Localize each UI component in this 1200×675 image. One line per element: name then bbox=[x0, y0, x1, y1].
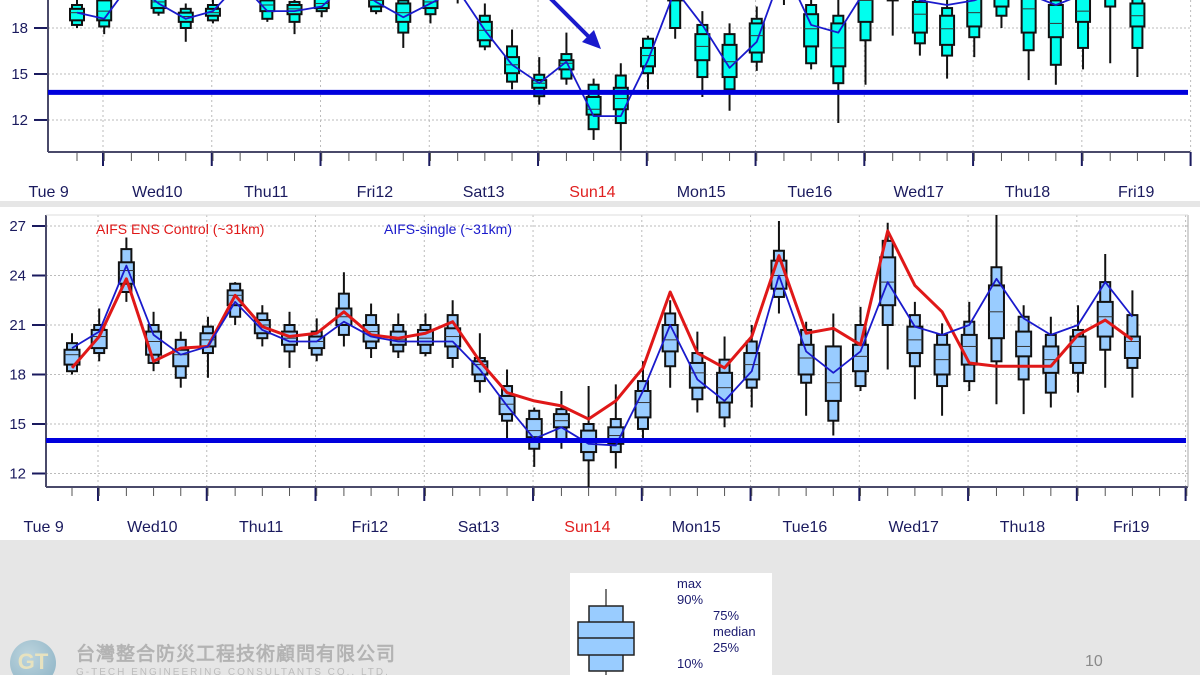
series-legend-label: AIFS-single (~31km) bbox=[384, 221, 512, 237]
company-name: 台灣整合防災工程技術顧問有限公司 bbox=[76, 643, 397, 665]
y-tick-label: 18 bbox=[9, 367, 26, 384]
annotation-arrow-shaft bbox=[549, 0, 592, 40]
day-label: Fri12 bbox=[357, 184, 394, 201]
y-tick-label: 21 bbox=[9, 317, 26, 334]
legend-label-p90: 90% bbox=[677, 592, 704, 607]
y-tick-label: 15 bbox=[11, 66, 28, 83]
plot-area bbox=[63, 215, 1141, 487]
day-label: Mon15 bbox=[672, 519, 721, 536]
annotation-arrow-head bbox=[582, 30, 601, 49]
box-p25-p75 bbox=[1129, 2, 1146, 28]
box-p25-p75 bbox=[797, 343, 815, 376]
box-p25-p75 bbox=[1015, 330, 1033, 358]
company-name-en: G-TECH ENGINEERING CONSULTANTS CO., LTD. bbox=[76, 667, 390, 675]
day-label: Tue16 bbox=[788, 184, 833, 201]
day-label: Wed17 bbox=[893, 184, 944, 201]
day-label: Mon15 bbox=[677, 184, 726, 201]
top-chart-svg: 12 15 18 Tue 9 Wed10 Thu11 Fri12 Sat13 Sun14 Mon1… bbox=[11, 0, 1192, 201]
box-p25-p75 bbox=[639, 46, 656, 68]
day-label: Thu18 bbox=[1000, 519, 1045, 536]
day-label: Thu11 bbox=[239, 519, 283, 536]
box-p10-p90 bbox=[669, 0, 682, 29]
box-p25-p75 bbox=[525, 418, 543, 439]
day-label: Tue 9 bbox=[28, 184, 68, 201]
box-p25-p75 bbox=[1020, 0, 1037, 34]
day-label: Fri19 bbox=[1118, 184, 1155, 201]
box-p25-p75 bbox=[634, 390, 652, 419]
company-logo: GT 台灣整合防災工程技術顧問有限公司 G-TECH ENGINEERING C… bbox=[10, 638, 430, 675]
series-line bbox=[70, 229, 1134, 421]
day-label: Wed10 bbox=[127, 519, 178, 536]
box-p25-p75 bbox=[694, 33, 711, 62]
day-label: Wed10 bbox=[132, 184, 183, 201]
legend-box-icon bbox=[577, 589, 635, 675]
y-tick-label: 12 bbox=[9, 466, 26, 483]
series-legend-label: AIFS ENS Control (~31km) bbox=[96, 221, 264, 237]
day-label: Sun14 bbox=[569, 184, 615, 201]
day-label: Tue16 bbox=[783, 519, 828, 536]
boxplot-legend: max 90% 75% median 25% 10% bbox=[570, 573, 772, 675]
box-p10-p90 bbox=[995, 0, 1008, 17]
ensemble-meteogram-top: 12 15 18 Tue 9 Wed10 Thu11 Fri12 Sat13 Sun14 Mon1… bbox=[0, 0, 1200, 201]
page-number: 10 bbox=[1085, 653, 1103, 670]
box-p25-p75 bbox=[939, 14, 956, 46]
box-p25-p75 bbox=[911, 0, 928, 34]
legend-label-p75: 75% bbox=[713, 608, 740, 623]
legend-label-median: median bbox=[713, 624, 756, 639]
box-p25-p75 bbox=[90, 328, 108, 350]
box-p25-p75 bbox=[993, 0, 1010, 8]
box-p25-p75 bbox=[743, 352, 761, 381]
day-label: Thu18 bbox=[1005, 184, 1050, 201]
day-label: Fri19 bbox=[1113, 519, 1150, 536]
day-label: Wed17 bbox=[888, 519, 939, 536]
legend-label-p10: 10% bbox=[677, 656, 704, 671]
box-p25-p75 bbox=[966, 0, 983, 28]
box-p25-p75 bbox=[803, 13, 820, 48]
box-p25-p75 bbox=[1047, 4, 1064, 39]
box-p25-p75 bbox=[857, 0, 874, 23]
y-tick-label: 12 bbox=[11, 112, 28, 129]
y-tick-label: 18 bbox=[11, 20, 28, 37]
box-p25-p75 bbox=[558, 59, 575, 71]
box-p25-p75 bbox=[830, 22, 847, 68]
logo-mark: GT bbox=[10, 640, 56, 675]
day-label: Sat13 bbox=[463, 184, 505, 201]
day-label: Sat13 bbox=[458, 519, 500, 536]
day-label: Thu11 bbox=[244, 184, 288, 201]
box-p10-p90 bbox=[1104, 0, 1117, 8]
series-line bbox=[76, 0, 1071, 118]
box-p25-p75 bbox=[368, 0, 385, 8]
bottom-chart-svg: 12 15 18 21 24 27 Tue 9 Wed10 Thu11 Fri12 Sat13 Sun… bbox=[9, 214, 1189, 536]
y-tick-label: 15 bbox=[9, 416, 26, 433]
day-label: Tue 9 bbox=[23, 519, 63, 536]
box-p25-p75 bbox=[117, 261, 135, 285]
y-tick-label: 27 bbox=[9, 218, 26, 235]
ensemble-meteogram-bottom: 12 15 18 21 24 27 Tue 9 Wed10 Thu11 Fri12 Sat13 Sun… bbox=[0, 207, 1200, 540]
plot-area bbox=[69, 0, 1146, 151]
legend-label-max: max bbox=[677, 576, 702, 591]
series-line bbox=[71, 264, 1134, 447]
legend-label-p25: 25% bbox=[713, 640, 740, 655]
box-p25-p75 bbox=[852, 343, 870, 373]
y-tick-label: 24 bbox=[9, 268, 26, 285]
day-label: Sun14 bbox=[564, 519, 610, 536]
day-label: Fri12 bbox=[352, 519, 389, 536]
